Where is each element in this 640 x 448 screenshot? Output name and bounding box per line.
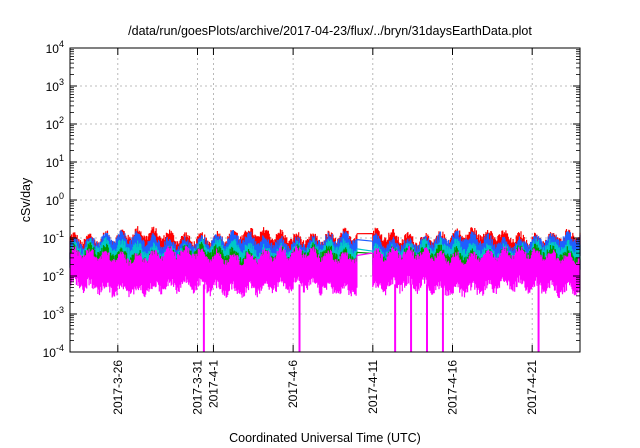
y-tick-label: 104	[46, 39, 64, 56]
x-axis: 2017-3-26 2017-3-31 2017-4-1 2017-4-6 2017-4…	[111, 48, 539, 415]
x-tick-label: 2017-4-11	[366, 360, 380, 414]
x-axis-label: Coordinated Universal Time (UTC)	[229, 431, 421, 445]
y-tick-label: 100	[46, 191, 64, 208]
x-tick-label: 2017-4-6	[286, 360, 300, 408]
x-tick-label: 2017-4-1	[206, 360, 220, 408]
y-tick-label: 10-3	[43, 305, 64, 322]
y-tick-label: 103	[46, 77, 64, 94]
grid	[70, 48, 580, 352]
x-tick-label: 2017-4-21	[525, 360, 539, 415]
y-tick-label: 10-1	[43, 229, 64, 246]
series-layer	[69, 226, 581, 352]
y-axis-label: cSv/day	[19, 177, 33, 222]
y-axis: 10-4 10-3 10-2 10-1 100 101 102 103 104	[43, 39, 580, 360]
y-tick-label: 101	[46, 153, 64, 170]
y-tick-label: 10-4	[43, 343, 64, 360]
chart-title: /data/run/goesPlots/archive/2017-04-23/f…	[128, 24, 532, 38]
y-tick-label: 10-2	[43, 267, 64, 284]
x-tick-label: 2017-3-31	[191, 360, 205, 415]
x-tick-label: 2017-4-16	[446, 360, 460, 415]
x-tick-label: 2017-3-26	[111, 360, 125, 415]
y-tick-label: 102	[46, 115, 64, 132]
